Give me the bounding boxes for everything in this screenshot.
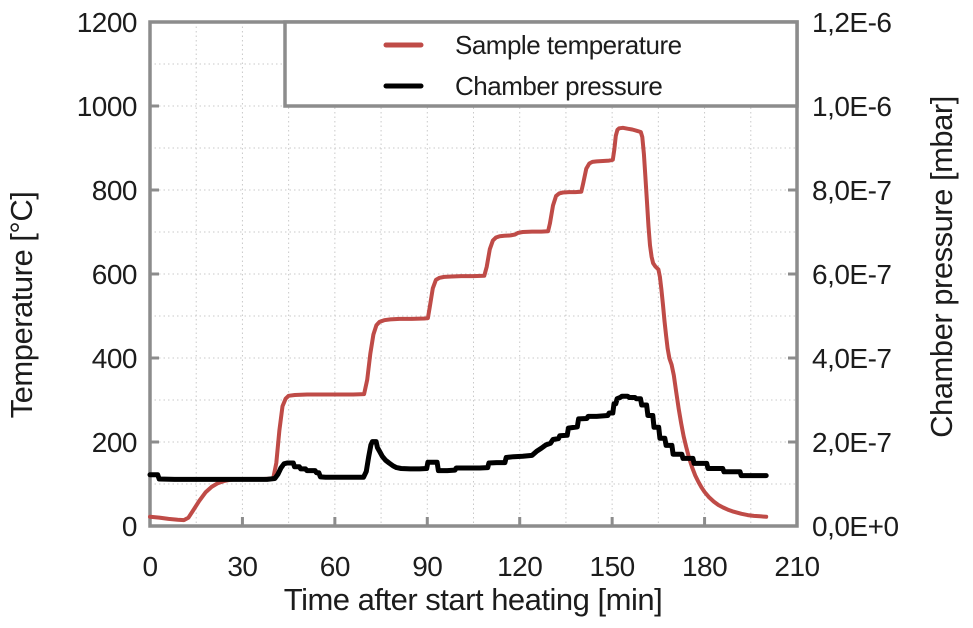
y-left-tick-label: 600: [92, 259, 137, 290]
y-right-tick-label: 1,0E-6: [812, 91, 892, 122]
x-tick-label: 210: [774, 551, 819, 582]
x-tick-label: 90: [412, 551, 442, 582]
y-right-tick-label: 2,0E-7: [812, 427, 892, 458]
y-axis-left-title: Temperature [°C]: [4, 192, 39, 419]
series-chamber-pressure: [147, 393, 769, 482]
y-right-tick-label: 8,0E-7: [812, 175, 892, 206]
y-left-tick-label: 1000: [77, 91, 137, 122]
y-axis-right-title: Chamber pressure [mbar]: [924, 96, 959, 438]
y-right-tick-label: 0,0E+0: [812, 511, 899, 542]
y-left-tick-label: 200: [92, 427, 137, 458]
axis-ticks: [150, 104, 797, 526]
x-axis-title: Time after start heating [min]: [284, 582, 662, 617]
legend: Sample temperature Chamber pressure: [283, 20, 799, 108]
y-left-tick-label: 0: [122, 511, 137, 542]
data-series: [147, 125, 769, 523]
axis-tick-labels: 0200400600800100012000,0E+02,0E-74,0E-76…: [77, 7, 899, 582]
legend-box: [283, 20, 799, 108]
x-tick-label: 180: [682, 551, 727, 582]
series-sample-temperature: [148, 125, 769, 523]
y-left-tick-label: 800: [92, 175, 137, 206]
x-tick-label: 120: [497, 551, 542, 582]
y-right-tick-label: 1,2E-6: [812, 7, 892, 38]
x-tick-label: 0: [142, 551, 157, 582]
x-tick-label: 60: [320, 551, 350, 582]
y-left-tick-label: 1200: [77, 7, 137, 38]
legend-label-pressure: Chamber pressure: [455, 71, 662, 101]
x-tick-label: 150: [590, 551, 635, 582]
gridlines: [150, 22, 797, 526]
y-right-tick-label: 4,0E-7: [812, 343, 892, 374]
x-tick-label: 30: [227, 551, 257, 582]
y-left-tick-label: 400: [92, 343, 137, 374]
y-right-tick-label: 6,0E-7: [812, 259, 892, 290]
legend-label-temperature: Sample temperature: [455, 30, 682, 60]
